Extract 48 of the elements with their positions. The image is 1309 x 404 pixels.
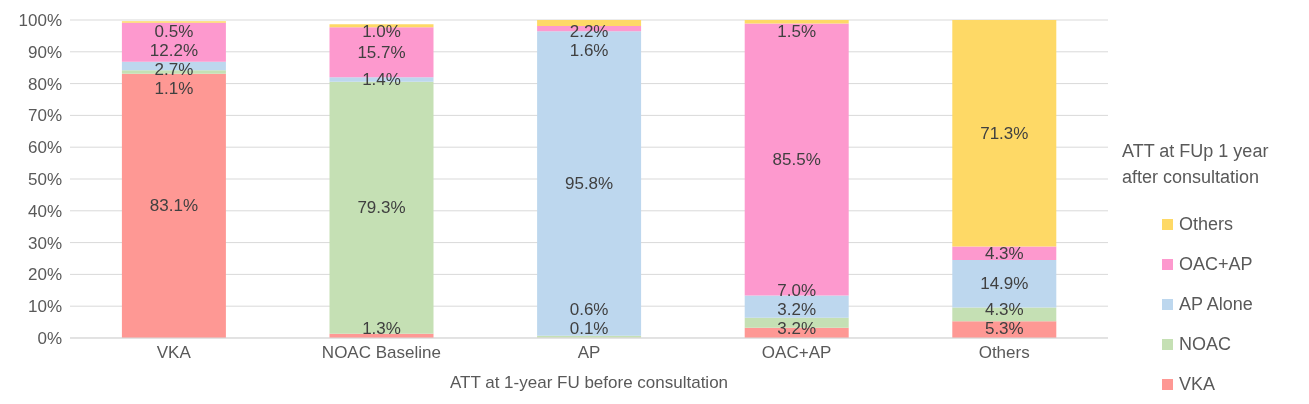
y-tick-label: 0% — [37, 329, 62, 349]
y-tick-label: 30% — [27, 233, 62, 253]
y-tick-label: 20% — [27, 265, 62, 285]
data-label: 1.5% — [777, 21, 817, 41]
data-label: 83.1% — [149, 196, 198, 216]
data-label: 95.8% — [565, 173, 614, 193]
x-tick-label: VKA — [156, 343, 192, 363]
data-label: 1.0% — [362, 21, 401, 41]
data-label: 1.1% — [154, 78, 194, 98]
legend-label: VKA — [1179, 373, 1216, 395]
data-label: 2.7% — [154, 59, 194, 79]
y-tick-label: 60% — [27, 138, 62, 158]
data-label: 4.3% — [984, 299, 1024, 319]
legend-label: AP Alone — [1179, 293, 1253, 315]
data-label: 3.2% — [777, 299, 817, 319]
x-axis-title: ATT at 1-year FU before consultation — [449, 373, 729, 392]
y-tick-label: 90% — [27, 42, 62, 62]
data-label: 3.2% — [777, 318, 817, 338]
legend-title: ATT at FUp 1 year after consultation — [1122, 140, 1270, 189]
data-label: 0.5% — [154, 21, 194, 41]
y-tick-label: 80% — [27, 74, 62, 94]
legend-label: OAC+AP — [1179, 253, 1253, 275]
data-label: 1.4% — [362, 69, 401, 89]
data-label: 4.3% — [984, 243, 1024, 263]
legend-label: Others — [1179, 213, 1234, 235]
y-tick-label: 40% — [27, 201, 62, 221]
data-label: 2.2% — [569, 21, 609, 41]
data-label: 85.5% — [772, 149, 821, 169]
y-tick-label: 10% — [27, 297, 62, 317]
data-label: 14.9% — [980, 274, 1029, 294]
data-label: 71.3% — [980, 123, 1029, 143]
data-label: 1.6% — [569, 40, 609, 60]
data-label: 12.2% — [149, 40, 198, 60]
data-label: 0.1% — [569, 318, 609, 338]
data-label: 0.6% — [569, 299, 609, 319]
y-tick-label: 70% — [27, 106, 62, 126]
data-label: 15.7% — [357, 42, 406, 62]
x-tick-label: Others — [978, 343, 1030, 363]
x-tick-label: NOAC Baseline — [321, 343, 441, 363]
data-label: 7.0% — [777, 280, 817, 300]
data-label: 5.3% — [984, 318, 1024, 338]
data-label: 1.3% — [362, 318, 401, 338]
y-tick-label: 100% — [18, 11, 62, 31]
x-tick-label: OAC+AP — [761, 343, 832, 363]
x-tick-label: AP — [577, 343, 601, 363]
legend-label: NOAC — [1179, 333, 1232, 355]
y-tick-label: 50% — [27, 170, 62, 190]
data-label: 79.3% — [357, 198, 406, 218]
